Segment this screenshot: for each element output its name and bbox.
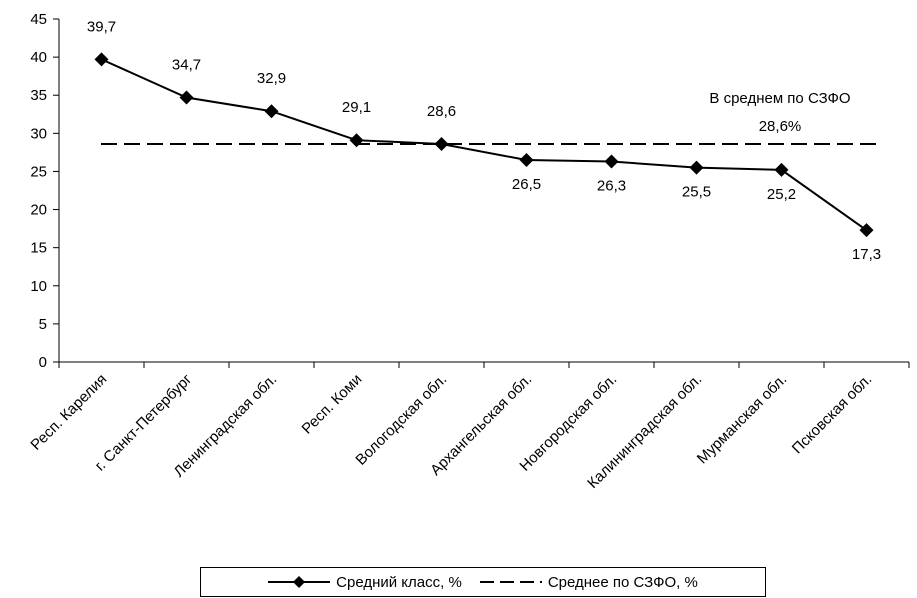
data-point-marker — [859, 223, 874, 238]
y-tick-label: 25 — [30, 163, 47, 180]
legend-item-middle-class: Средний класс, % — [268, 574, 462, 591]
x-tick-label: Псковская обл. — [789, 371, 876, 458]
data-point-marker — [179, 90, 194, 105]
data-label: 17,3 — [852, 246, 881, 263]
data-point-marker — [264, 104, 279, 119]
data-labels: 39,7 34,7 32,9 29,1 28,6 26,5 26,3 25,5 25,2 17,3 — [87, 18, 881, 263]
data-point-marker — [349, 133, 364, 148]
legend-dashed-line-icon — [479, 581, 542, 583]
legend-item-average: Среднее по СЗФО, % — [479, 573, 698, 591]
y-tick-label: 35 — [30, 87, 47, 104]
data-point-marker — [774, 162, 789, 177]
y-tick-label: 10 — [30, 278, 47, 295]
legend-solid-diamond-icon — [268, 576, 331, 588]
data-label: 39,7 — [87, 18, 116, 35]
legend: Средний класс, % Среднее по СЗФО, % — [200, 567, 766, 597]
y-tick-label: 45 — [30, 11, 47, 28]
data-point-marker — [689, 160, 704, 175]
legend-label-average: Среднее по СЗФО, % — [547, 573, 698, 591]
data-point-marker — [94, 52, 109, 67]
y-tick-label: 40 — [30, 49, 47, 66]
y-tick-label: 5 — [39, 316, 47, 333]
data-label: 25,5 — [682, 184, 711, 201]
data-label: 29,1 — [342, 99, 371, 116]
data-label: 32,9 — [257, 70, 286, 87]
data-point-marker — [434, 137, 449, 152]
data-point-marker — [519, 153, 534, 168]
x-tick-label: Вологодская обл. — [352, 371, 450, 469]
y-tick-label: 0 — [39, 354, 47, 371]
y-tick-label: 15 — [30, 240, 47, 257]
y-axis: 0 5 10 15 20 25 30 35 40 45 — [30, 11, 60, 371]
data-label: 34,7 — [172, 57, 201, 74]
y-tick-label: 30 — [30, 125, 47, 142]
y-tick-label: 20 — [30, 202, 47, 219]
x-tick-label: Респ. Карелия — [27, 371, 110, 454]
data-label: 26,3 — [597, 178, 626, 195]
annotation-line2: 28,6% — [759, 118, 802, 135]
data-label: 28,6 — [427, 103, 456, 120]
x-tick-label: Мурманская обл. — [694, 371, 791, 468]
series-line — [101, 58, 868, 231]
data-label: 25,2 — [767, 186, 796, 203]
x-tick-label: Респ. Коми — [299, 371, 366, 438]
average-annotation: В среднем по СЗФО 28,6% — [709, 90, 850, 135]
annotation-line1: В среднем по СЗФО — [709, 90, 850, 107]
data-label: 26,5 — [512, 176, 541, 193]
middle-class-series — [94, 52, 874, 238]
data-point-marker — [604, 154, 619, 169]
legend-label-middle-class: Средний класс, % — [336, 573, 462, 591]
